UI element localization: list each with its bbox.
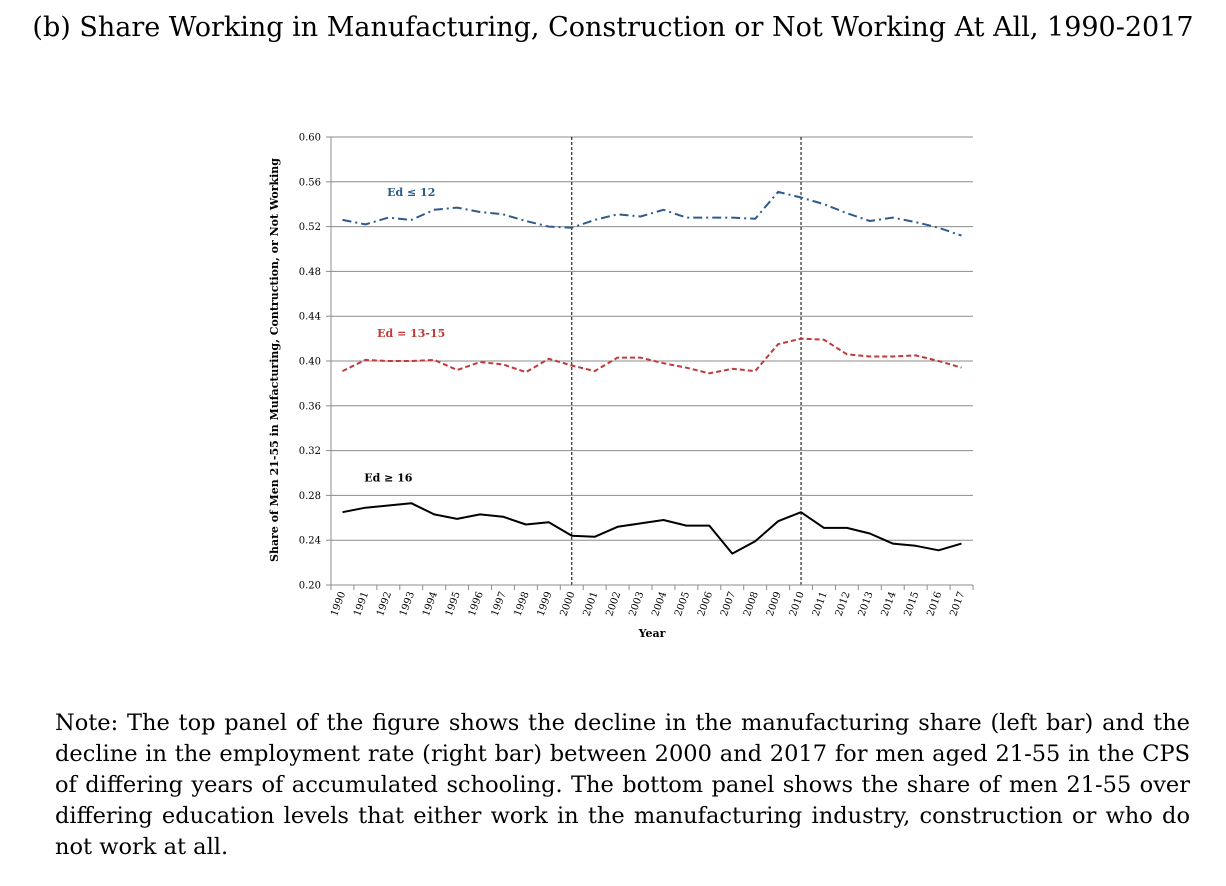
series-line-1 [342,337,962,375]
series-line-0 [342,190,962,237]
x-tick-label: 2015 [902,590,921,618]
y-tick-label: 0.32 [299,446,321,457]
x-tick-label: 2005 [673,590,692,618]
x-tick-label: 2000 [559,590,578,618]
y-tick-label: 0.56 [299,177,321,188]
series-label: Ed ≤ 12 [387,186,435,199]
x-tick-label: 2017 [948,590,967,618]
y-tick-label: 0.24 [299,536,321,547]
x-tick-label: 2013 [857,590,876,618]
x-tick-label: 2009 [765,590,784,618]
x-tick-label: 2010 [788,590,807,618]
x-tick-label: 2011 [811,590,830,618]
y-tick-label: 0.44 [299,312,321,323]
x-tick-label: 1993 [398,590,417,618]
x-tick-labels: 1990 1991 1992 1993 1994 1995 1996 1997 1998 1999… [329,585,974,618]
x-tick-label: 1992 [375,590,394,618]
line-chart: 0.20 0.24 0.28 0.32 0.36 0.40 0.44 0.48 0.52 0.56… [268,133,974,640]
x-tick-label: 1990 [329,590,348,618]
y-tick-label: 0.20 [299,581,321,592]
x-tick-label: 1999 [536,590,555,618]
y-axis-title: Share of Men 21-55 in Mufacturing, Contr… [268,158,281,562]
series-label: Ed = 13-15 [377,327,445,340]
x-tick-label: 1995 [444,590,463,618]
x-tick-label: 2012 [834,590,853,618]
x-tick-label: 1991 [352,590,371,618]
x-tick-label: 2016 [925,590,944,618]
x-tick-label: 2004 [650,590,669,618]
x-tick-label: 1994 [421,590,440,618]
x-tick-label: 1997 [490,590,509,618]
x-axis-title: Year [638,627,666,640]
y-tick-label: 0.60 [299,133,321,144]
x-tick-label: 1996 [467,590,486,618]
x-tick-label: 2008 [742,590,761,618]
y-tick-label: 0.40 [299,357,321,368]
figure-note: Note: The top panel of the figure shows … [55,710,1190,860]
figure-title: (b) Share Working in Manufacturing, Cons… [32,12,1194,43]
y-tick-label: 0.36 [299,401,321,412]
y-tick-label: 0.28 [299,491,321,502]
series-lines [342,190,962,555]
series-label: Ed ≥ 16 [364,471,413,484]
x-tick-label: 2002 [604,590,623,618]
y-tick-labels: 0.20 0.24 0.28 0.32 0.36 0.40 0.44 0.48 0.52 0.56… [299,133,331,592]
y-tick-label: 0.48 [299,267,321,278]
x-tick-label: 1998 [513,590,532,618]
x-tick-label: 2014 [880,590,899,618]
x-tick-label: 2001 [581,590,600,618]
series-labels: Ed ≤ 12 Ed = 13-15 Ed ≥ 16 [364,186,445,485]
series-line-2 [342,502,962,555]
x-tick-label: 2006 [696,590,715,618]
x-tick-label: 2003 [627,590,646,618]
gridlines [331,136,973,541]
x-tick-label: 2007 [719,590,738,618]
y-tick-label: 0.52 [299,222,321,233]
